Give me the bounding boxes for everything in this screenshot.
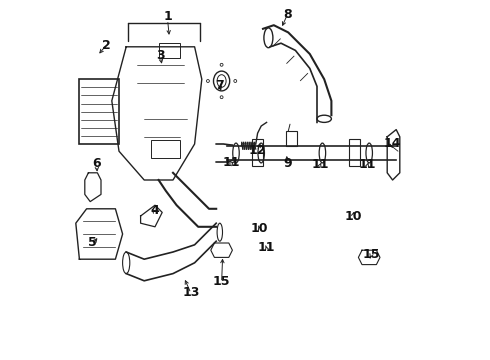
Text: 15: 15 bbox=[213, 275, 230, 288]
Text: 7: 7 bbox=[216, 79, 224, 92]
Text: 10: 10 bbox=[344, 210, 362, 222]
Bar bbox=[252, 139, 263, 166]
Text: 11: 11 bbox=[311, 158, 329, 171]
Bar bbox=[151, 140, 180, 158]
Bar bbox=[349, 139, 360, 166]
Text: 6: 6 bbox=[93, 157, 101, 170]
Text: 3: 3 bbox=[156, 49, 165, 62]
Text: 11: 11 bbox=[258, 241, 275, 254]
Text: 11: 11 bbox=[359, 158, 376, 171]
Text: 9: 9 bbox=[283, 157, 292, 170]
Text: 11: 11 bbox=[222, 156, 240, 169]
Text: 8: 8 bbox=[283, 8, 292, 21]
Text: 5: 5 bbox=[88, 237, 97, 249]
Bar bbox=[286, 131, 297, 146]
Text: 14: 14 bbox=[383, 137, 401, 150]
Text: 1: 1 bbox=[163, 10, 172, 23]
Text: 15: 15 bbox=[362, 248, 380, 261]
Text: 12: 12 bbox=[248, 144, 266, 157]
Text: 10: 10 bbox=[251, 222, 268, 235]
Text: 2: 2 bbox=[102, 39, 111, 51]
Text: 4: 4 bbox=[150, 204, 159, 217]
Bar bbox=[159, 43, 180, 58]
Bar bbox=[79, 79, 119, 144]
Text: 13: 13 bbox=[182, 286, 200, 299]
